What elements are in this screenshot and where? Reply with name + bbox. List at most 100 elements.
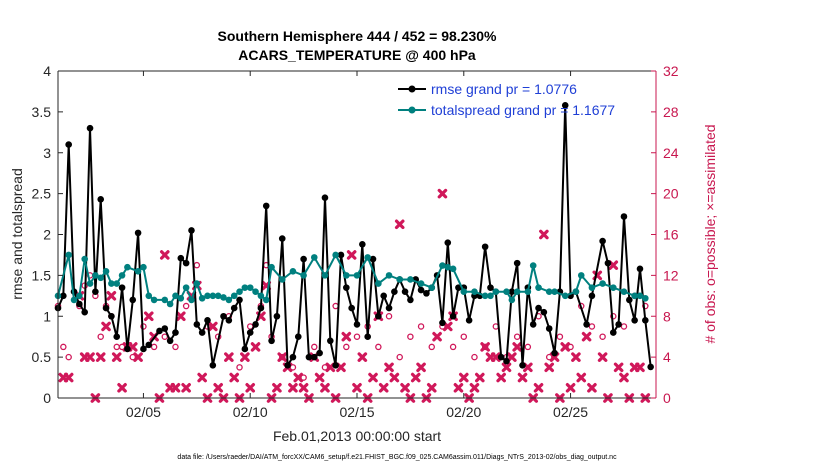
rmse-point	[626, 296, 633, 304]
data-file-footer: data file: /Users/raeder/DAI/ATM_forcXX/…	[177, 454, 617, 461]
totalspread-point	[268, 263, 275, 271]
obs-assimilated-point	[453, 382, 464, 393]
y-tick-label-left: 0	[43, 390, 51, 406]
totalspread-point	[385, 272, 393, 279]
y-tick-label-right: 0	[663, 390, 671, 406]
obs-assimilated-point	[426, 382, 437, 393]
rmse-point	[599, 237, 606, 245]
obs-possible-point	[599, 333, 606, 340]
totalspread-point	[102, 267, 110, 275]
totalspread-point	[230, 292, 238, 300]
obs-possible-point	[524, 343, 532, 351]
obs-possible-point	[97, 333, 104, 340]
obs-assimilated-point	[458, 372, 469, 383]
totalspread-point	[220, 294, 227, 301]
obs-assimilated-point	[159, 250, 170, 260]
obs-assimilated-point	[272, 382, 282, 393]
obs-assimilated-point	[378, 382, 389, 393]
rmse-point	[407, 296, 414, 304]
y-tick-label-right: 24	[663, 145, 679, 161]
obs-assimilated-point	[635, 362, 645, 373]
rmse-point	[615, 321, 622, 328]
totalspread-point	[65, 251, 72, 259]
rmse-point	[60, 292, 67, 300]
obs-assimilated-point	[581, 331, 592, 342]
totalspread-point	[150, 296, 158, 304]
rmse-point	[444, 239, 452, 246]
x-tick-label: 02/25	[553, 404, 588, 420]
totalspread-point	[225, 296, 233, 304]
rmse-point	[327, 337, 334, 345]
totalspread-point	[407, 276, 414, 283]
rmse-point	[380, 292, 387, 300]
rmse-point	[348, 304, 355, 312]
obs-assimilated-point	[587, 382, 597, 393]
rmse-point	[118, 284, 126, 291]
totalspread-point	[417, 280, 425, 287]
obs-assimilated-point	[613, 362, 624, 373]
totalspread-point	[396, 276, 404, 283]
totalspread-point	[561, 292, 569, 300]
obs-assimilated-point	[197, 372, 207, 383]
rmse-point	[508, 288, 516, 296]
rmse-point	[220, 312, 227, 320]
obs-assimilated-point	[565, 382, 576, 393]
obs-possible-point	[428, 343, 435, 351]
obs-possible-point	[118, 343, 126, 351]
totalspread-point	[198, 294, 206, 302]
totalspread-point	[310, 254, 318, 261]
rmse-point	[81, 308, 88, 316]
obs-possible-point	[385, 312, 393, 320]
y-tick-label-left: 3.5	[32, 104, 52, 120]
rmse-point	[449, 312, 457, 320]
obs-assimilated-point	[517, 372, 528, 383]
rmse-point	[284, 362, 291, 369]
rmse-point	[545, 325, 553, 332]
totalspread-point	[172, 292, 179, 300]
x-tick-label: 02/05	[126, 404, 161, 420]
totalspread-point	[503, 288, 510, 296]
legend: rmse grand pr = 1.0776 totalspread grand…	[398, 81, 615, 118]
rmse-point	[278, 235, 286, 242]
totalspread-point	[631, 292, 638, 300]
obs-possible-point	[150, 343, 158, 351]
rmse-point	[604, 259, 612, 267]
rmse-point	[642, 317, 649, 324]
y-tick-label-left: 2.5	[32, 186, 52, 202]
legend-totalspread-marker	[408, 106, 416, 114]
totalspread-point	[246, 284, 254, 291]
obs-assimilated-point	[245, 382, 256, 393]
chart-title-line-2: ACARS_TEMPERATURE @ 400 hPa	[238, 47, 476, 63]
rmse-point	[188, 227, 195, 234]
totalspread-point	[252, 288, 259, 296]
rmse-point	[166, 337, 174, 345]
obs-possible-point	[396, 353, 403, 361]
totalspread-point	[177, 294, 185, 302]
totalspread-point	[343, 272, 350, 279]
obs-assimilated-point	[111, 352, 122, 362]
totalspread-point	[481, 292, 489, 300]
rmse-point	[647, 363, 654, 371]
obs-possible-point	[449, 343, 457, 351]
rmse-point	[417, 286, 425, 294]
totalspread-point	[118, 272, 126, 279]
rmse-point	[172, 329, 179, 336]
totalspread-point	[529, 262, 537, 269]
totalspread-point	[92, 272, 99, 279]
obs-assimilated-point	[181, 382, 191, 393]
obs-assimilated-point	[288, 382, 298, 393]
obs-assimilated-point	[320, 382, 330, 393]
y-tick-label-left: 3	[43, 145, 51, 161]
totalspread-point	[241, 284, 249, 291]
rmse-point	[535, 304, 542, 312]
obs-assimilated-point	[496, 372, 506, 383]
rmse-point	[236, 296, 243, 304]
rmse-point	[230, 304, 238, 312]
rmse-point	[246, 329, 254, 336]
obs-assimilated-point	[208, 321, 218, 332]
rmse-point	[423, 290, 430, 297]
rmse-point	[439, 319, 446, 327]
obs-possible-point	[129, 353, 136, 361]
totalspread-point	[545, 288, 553, 296]
